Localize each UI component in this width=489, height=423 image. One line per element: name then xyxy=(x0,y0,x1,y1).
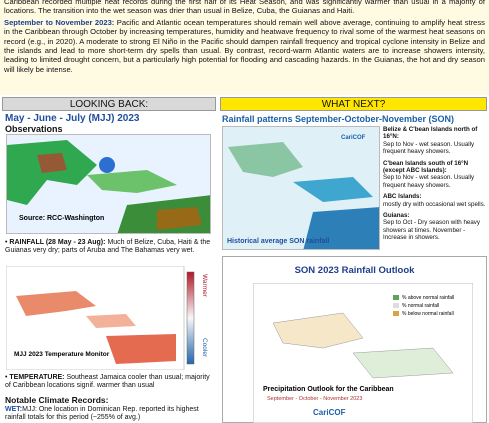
note: Guianas: Sep to Oct - Dry season with hea… xyxy=(383,212,487,242)
outlook-box: SON 2023 Rainfall Outlook % above normal… xyxy=(222,256,487,423)
legend-entry: % normal rainfall xyxy=(402,303,439,309)
intro-text: Caribbean recorded multiple heat records… xyxy=(4,0,485,16)
left-title: May - June - July (MJJ) 2023 xyxy=(5,113,140,124)
map-source: Source: RCC-Washington xyxy=(19,215,104,222)
note: ABC Islands: mostly dry with occasional w… xyxy=(383,193,487,208)
note-text: mostly dry with occasional wet spells. xyxy=(383,200,486,208)
temp-map-label: MJJ 2023 Temperature Monitor xyxy=(14,351,110,358)
note-text: Sep to Nov - wet season. Usually frequen… xyxy=(383,174,475,189)
rain-text: Much of Belize, Cuba, Haiti & the Guiana… xyxy=(5,239,211,255)
outlook-logo: CariCOF xyxy=(313,408,346,417)
note: C'bean Islands south of 16°N (except ABC… xyxy=(383,160,487,190)
wet-lead: WET: xyxy=(5,406,23,413)
cooler: Cooler xyxy=(201,338,208,358)
temp-note: • TEMPERATURE: Southeast Jamaica cooler … xyxy=(5,374,210,390)
wet-text: MJJ: One location in Dominican Rep. repo… xyxy=(5,406,199,422)
left-header: LOOKING BACK: xyxy=(2,97,216,111)
body: Pacific and Atlantic ocean temperatures … xyxy=(4,17,485,74)
outlook-title: SON 2023 Rainfall Outlook xyxy=(294,265,415,276)
outlook-caption: Precipitation Outlook for the Caribbean xyxy=(263,386,394,393)
rain-map: Source: RCC-Washington xyxy=(6,134,211,234)
left-subtitle: Observations xyxy=(5,124,63,134)
right-title: Rainfall patterns September-October-Nove… xyxy=(222,114,455,124)
logo: CariCOF xyxy=(341,135,366,141)
lead: September to November 2023: xyxy=(4,17,115,27)
outlook-map: % above normal rainfall % normal rainfall… xyxy=(253,283,473,423)
wet-note: WET:MJJ: One location in Dominican Rep. … xyxy=(5,406,211,423)
note-head: C'bean Islands south of 16°N (except ABC… xyxy=(383,159,469,175)
outlook-period: September - October - November 2023 xyxy=(267,396,362,402)
intro: Caribbean recorded multiple heat records… xyxy=(0,0,489,95)
note-head: Guianas: xyxy=(383,212,410,220)
son-map: CariCOF Historical average SON rainfall xyxy=(222,126,380,250)
legend-entry: % above normal rainfall xyxy=(402,295,454,301)
intro-para: September to November 2023: Pacific and … xyxy=(4,18,485,74)
temp-map: MJJ 2023 Temperature Monitor Warmer Cool… xyxy=(6,266,208,370)
note-text: Sep to Nov - wet season. Usually frequen… xyxy=(383,140,475,156)
note-head: ABC Islands: xyxy=(383,193,422,201)
notes: Belize & C'bean Islands north of 16°N: Se… xyxy=(383,126,487,246)
son-map-label: Historical average SON rainfall xyxy=(227,238,329,245)
records-title: Notable Climate Records: xyxy=(5,395,109,405)
temp-text: Southeast Jamaica cooler than usual; maj… xyxy=(5,374,210,390)
right-header: WHAT NEXT? xyxy=(220,97,487,111)
rain-note: • RAINFALL (28 May - 23 Aug): Much of Be… xyxy=(5,239,211,255)
note: Belize & C'bean Islands north of 16°N: Se… xyxy=(383,126,487,156)
note-text: Sep to Oct - Dry season with heavy showe… xyxy=(383,219,480,242)
rain-lead: RAINFALL (28 May - 23 Aug): xyxy=(9,239,106,246)
legend-entry: % below normal rainfall xyxy=(402,311,454,317)
temp-lead: TEMPERATURE: xyxy=(9,374,65,381)
note-head: Belize & C'bean Islands north of 16°N: xyxy=(383,126,478,141)
warmer: Warmer xyxy=(201,274,208,298)
